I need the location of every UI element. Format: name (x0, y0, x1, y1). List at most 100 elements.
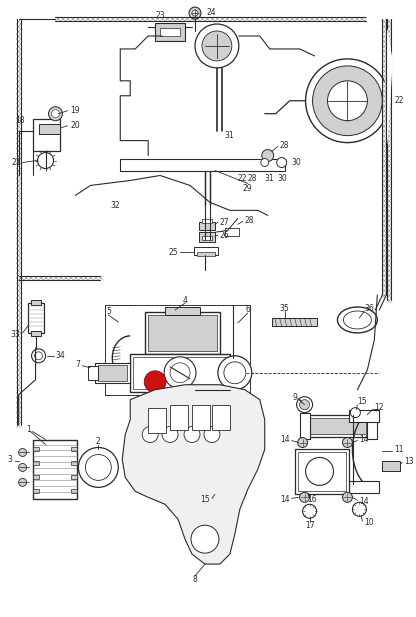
Circle shape (144, 371, 166, 392)
Circle shape (49, 107, 62, 121)
Text: 14: 14 (359, 497, 369, 506)
Bar (39, 123, 60, 134)
Text: 10: 10 (364, 518, 374, 527)
Text: 4: 4 (183, 296, 188, 305)
Text: 30: 30 (292, 158, 301, 167)
Text: 17: 17 (305, 521, 314, 530)
Bar (27, 303, 44, 333)
Bar (197, 252, 215, 256)
Circle shape (189, 7, 201, 19)
Text: 14: 14 (359, 435, 369, 444)
Text: 26: 26 (220, 231, 230, 240)
Bar (212, 405, 230, 429)
Circle shape (262, 149, 274, 162)
Bar (199, 222, 215, 230)
Circle shape (170, 363, 190, 383)
Text: 13: 13 (404, 457, 414, 466)
Bar (88, 366, 98, 379)
Text: 33: 33 (11, 331, 21, 339)
Circle shape (19, 478, 27, 486)
Circle shape (52, 110, 59, 118)
Text: 25: 25 (168, 247, 178, 257)
Text: 11: 11 (394, 445, 404, 454)
Text: 21: 21 (11, 158, 21, 167)
Bar (297, 452, 347, 491)
Ellipse shape (202, 31, 232, 61)
Text: 15: 15 (201, 495, 210, 504)
Circle shape (213, 484, 223, 494)
Text: 23: 23 (155, 10, 165, 20)
Text: 32: 32 (111, 201, 120, 210)
Bar (120, 159, 285, 170)
Text: 36: 36 (364, 304, 374, 312)
Bar (349, 481, 379, 494)
Circle shape (19, 449, 27, 457)
Circle shape (342, 437, 352, 447)
Bar (349, 410, 379, 421)
Circle shape (230, 357, 236, 363)
Text: 16: 16 (307, 495, 317, 504)
Text: 5: 5 (106, 307, 111, 317)
Circle shape (162, 426, 178, 442)
Bar (32, 475, 39, 479)
Circle shape (37, 152, 54, 168)
Text: 12: 12 (374, 403, 384, 412)
Bar (199, 232, 215, 242)
Ellipse shape (195, 24, 239, 68)
Circle shape (32, 349, 45, 363)
Bar (32, 439, 77, 499)
Bar (295, 450, 349, 494)
Circle shape (302, 504, 317, 518)
Bar (72, 489, 77, 494)
Circle shape (352, 502, 366, 516)
Circle shape (204, 426, 220, 442)
Bar (95, 363, 130, 383)
Bar (165, 307, 200, 315)
Circle shape (297, 437, 307, 447)
Bar (305, 415, 369, 437)
Text: 24: 24 (207, 7, 217, 17)
Text: 28: 28 (248, 174, 258, 183)
Bar (160, 28, 180, 36)
Circle shape (306, 457, 334, 486)
Circle shape (218, 356, 252, 390)
Text: 27: 27 (220, 218, 230, 227)
Circle shape (342, 492, 352, 502)
Circle shape (85, 455, 111, 481)
Bar (225, 228, 239, 236)
Bar (194, 247, 218, 255)
Text: 28: 28 (280, 141, 289, 150)
Bar (32, 118, 60, 151)
Bar (98, 365, 127, 381)
Text: 14: 14 (280, 495, 290, 504)
Bar (32, 447, 39, 452)
Bar (145, 312, 220, 354)
Circle shape (297, 397, 312, 413)
Bar (31, 331, 40, 336)
Text: 3: 3 (8, 455, 12, 464)
Circle shape (78, 447, 118, 487)
Circle shape (164, 357, 196, 389)
Text: 14: 14 (280, 435, 290, 444)
Circle shape (142, 426, 158, 442)
Polygon shape (122, 385, 265, 564)
Circle shape (35, 352, 42, 360)
Text: 2: 2 (96, 437, 101, 446)
Bar (155, 23, 185, 41)
Text: 34: 34 (55, 351, 65, 360)
Circle shape (277, 157, 287, 167)
Bar (202, 236, 212, 240)
Circle shape (350, 408, 360, 418)
Text: 9: 9 (293, 393, 297, 402)
Bar (130, 354, 230, 392)
Bar (307, 418, 366, 434)
Bar (105, 305, 250, 395)
Bar (170, 405, 188, 429)
Bar (202, 219, 212, 223)
Text: 30: 30 (278, 174, 287, 183)
Text: 31: 31 (265, 174, 275, 183)
Circle shape (327, 81, 367, 121)
Circle shape (312, 66, 382, 136)
Text: 35: 35 (280, 304, 290, 312)
Text: 18: 18 (15, 116, 25, 125)
